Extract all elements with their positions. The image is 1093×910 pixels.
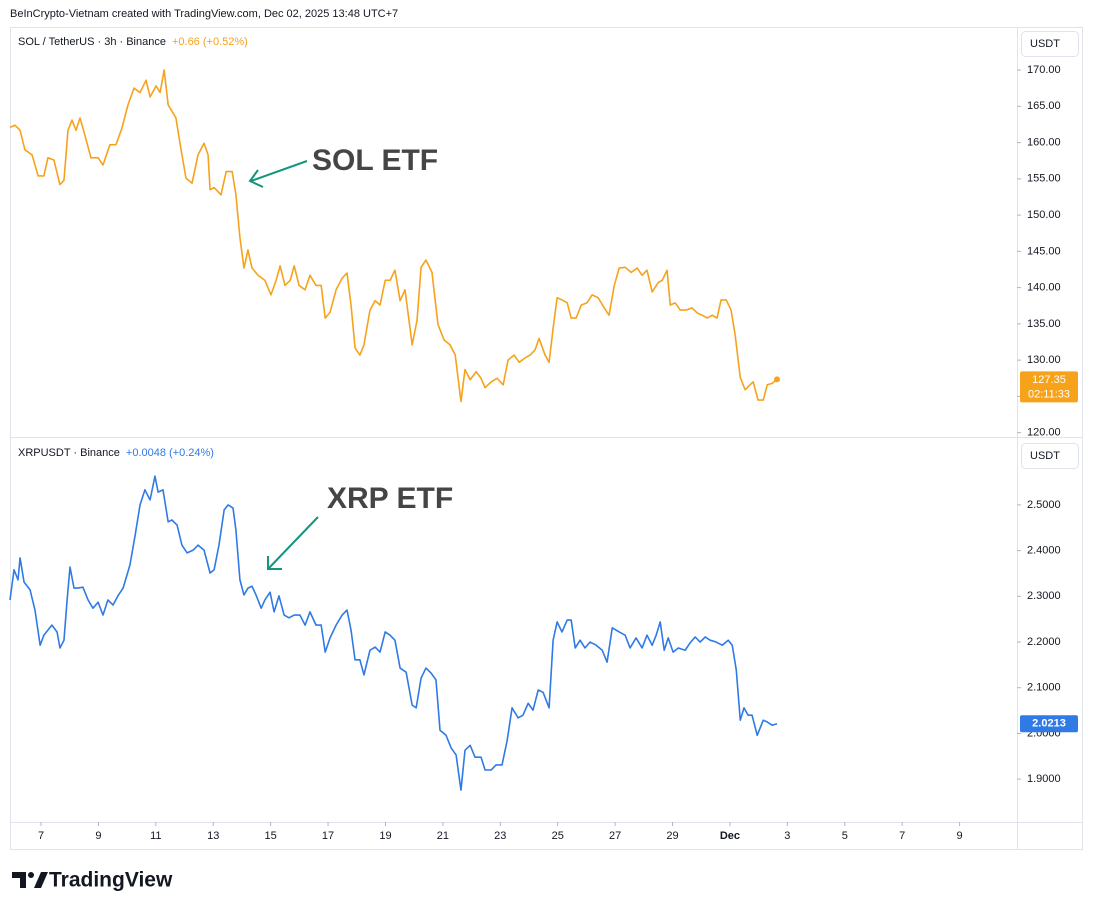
x-tick-label: 13 xyxy=(207,830,219,842)
x-tick-label: 11 xyxy=(150,830,161,842)
legend: SOL / TetherUS · 3h · Binance +0.66 (+0.5… xyxy=(18,36,248,48)
annotation: SOL ETF xyxy=(312,144,438,177)
y-tick-label: 135.00 xyxy=(1027,318,1061,330)
annotation: XRP ETF xyxy=(327,482,453,515)
y-tick-label: 165.00 xyxy=(1027,100,1061,112)
x-tick-label: 19 xyxy=(379,830,391,842)
currency-button[interactable] xyxy=(1021,443,1079,469)
x-tick-label: 27 xyxy=(609,830,621,842)
x-tick-label: 5 xyxy=(842,830,848,842)
price-line xyxy=(9,69,778,403)
x-tick-label: 21 xyxy=(437,830,449,842)
y-tick-label: 2.2000 xyxy=(1027,636,1061,648)
x-tick-label: 9 xyxy=(957,830,963,842)
price-line xyxy=(9,475,778,791)
currency-label[interactable]: USDT xyxy=(1030,450,1060,462)
x-tick-label: 15 xyxy=(265,830,277,842)
x-tick-label: 9 xyxy=(95,830,101,842)
last-price-box xyxy=(1020,371,1078,403)
x-tick-label: Dec xyxy=(720,830,740,842)
annotation-arrow xyxy=(267,516,319,570)
x-tick-label: 7 xyxy=(899,830,905,842)
currency-button[interactable] xyxy=(1021,31,1079,57)
y-tick-label: 1.9000 xyxy=(1027,773,1061,785)
legend-change: +0.66 (+0.52%) xyxy=(172,36,248,48)
legend-title: XRPUSDT · Binance xyxy=(18,447,120,459)
x-tick-label: 25 xyxy=(552,830,564,842)
last-price-label: 2.0213 xyxy=(1032,718,1066,730)
last-point xyxy=(774,376,781,383)
y-tick-label: 150.00 xyxy=(1027,209,1061,221)
y-tick-label: 170.00 xyxy=(1027,64,1061,76)
logo-icon xyxy=(12,872,48,888)
y-tick-label: 130.00 xyxy=(1027,354,1061,366)
y-tick-label: 2.1000 xyxy=(1027,682,1061,694)
legend: XRPUSDT · Binance +0.0048 (+0.24%) xyxy=(18,447,214,459)
currency-label[interactable]: USDT xyxy=(1030,38,1060,50)
x-tick-label: 3 xyxy=(784,830,790,842)
x-tick-label: 29 xyxy=(666,830,678,842)
header: BeInCrypto-Vietnam created with TradingV… xyxy=(10,8,398,20)
y-tick-label: 155.00 xyxy=(1027,173,1061,185)
y-tick-label: 2.5000 xyxy=(1027,499,1061,511)
last-price-label: 127.35 xyxy=(1032,374,1066,386)
y-tick-label: 140.00 xyxy=(1027,282,1061,294)
frame xyxy=(10,27,1083,850)
x-tick-label: 17 xyxy=(322,830,334,842)
y-tick-label: 145.00 xyxy=(1027,245,1061,257)
logo-text: TradingView xyxy=(49,869,173,892)
legend-title: SOL / TetherUS · 3h · Binance xyxy=(18,36,166,48)
y-tick-label: 2.4000 xyxy=(1027,545,1061,557)
y-tick-label: 160.00 xyxy=(1027,136,1061,148)
x-tick-label: 23 xyxy=(494,830,506,842)
y-tick-label: 2.3000 xyxy=(1027,590,1061,602)
x-tick-label: 7 xyxy=(38,830,44,842)
legend-change: +0.0048 (+0.24%) xyxy=(126,447,214,459)
annotation-arrow xyxy=(248,160,308,188)
countdown: 02:11:33 xyxy=(1028,388,1070,400)
last-price-box xyxy=(1020,715,1078,733)
y-tick-label: 120.00 xyxy=(1027,427,1061,439)
